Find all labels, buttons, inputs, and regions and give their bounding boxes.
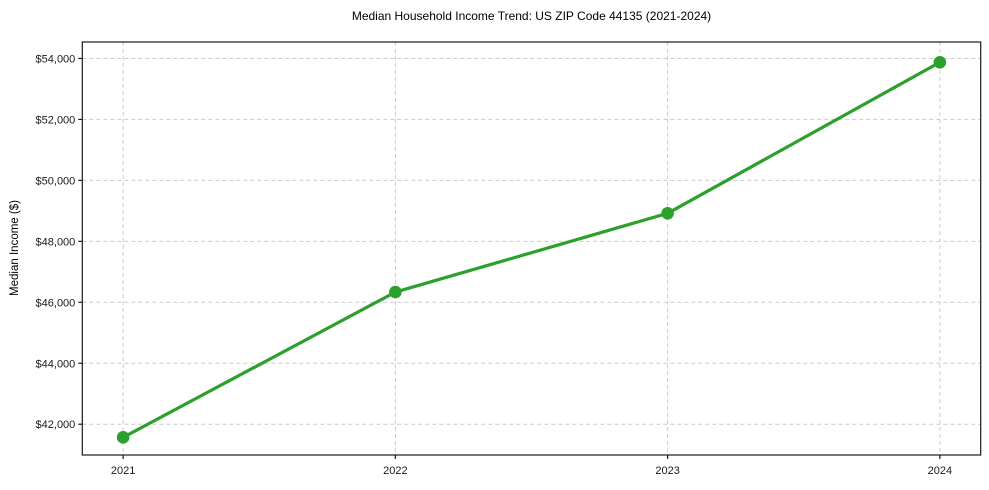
y-tick-label: $50,000	[36, 175, 76, 187]
income-trend-line	[121, 60, 942, 439]
data-point-2023	[661, 206, 674, 220]
x-tick-label: 2022	[383, 465, 407, 477]
chart-title: Median Household Income Trend: US ZIP Co…	[351, 9, 712, 23]
y-tick-label: $42,000	[36, 419, 76, 431]
y-tick-label: $44,000	[36, 358, 76, 370]
data-point-2024	[933, 55, 947, 69]
y-tick-label: $54,000	[36, 53, 76, 65]
x-tick-label: 2021	[111, 465, 135, 477]
y-tick-label: $48,000	[36, 236, 76, 248]
x-tick-label: 2023	[655, 465, 679, 477]
data-point-2021	[116, 431, 130, 444]
x-tick-label: 2024	[928, 465, 952, 477]
y-tick-label: $52,000	[36, 114, 76, 126]
y-tick-label: $46,000	[36, 297, 76, 309]
data-point-2022	[389, 285, 402, 299]
plot-border	[81, 41, 982, 456]
